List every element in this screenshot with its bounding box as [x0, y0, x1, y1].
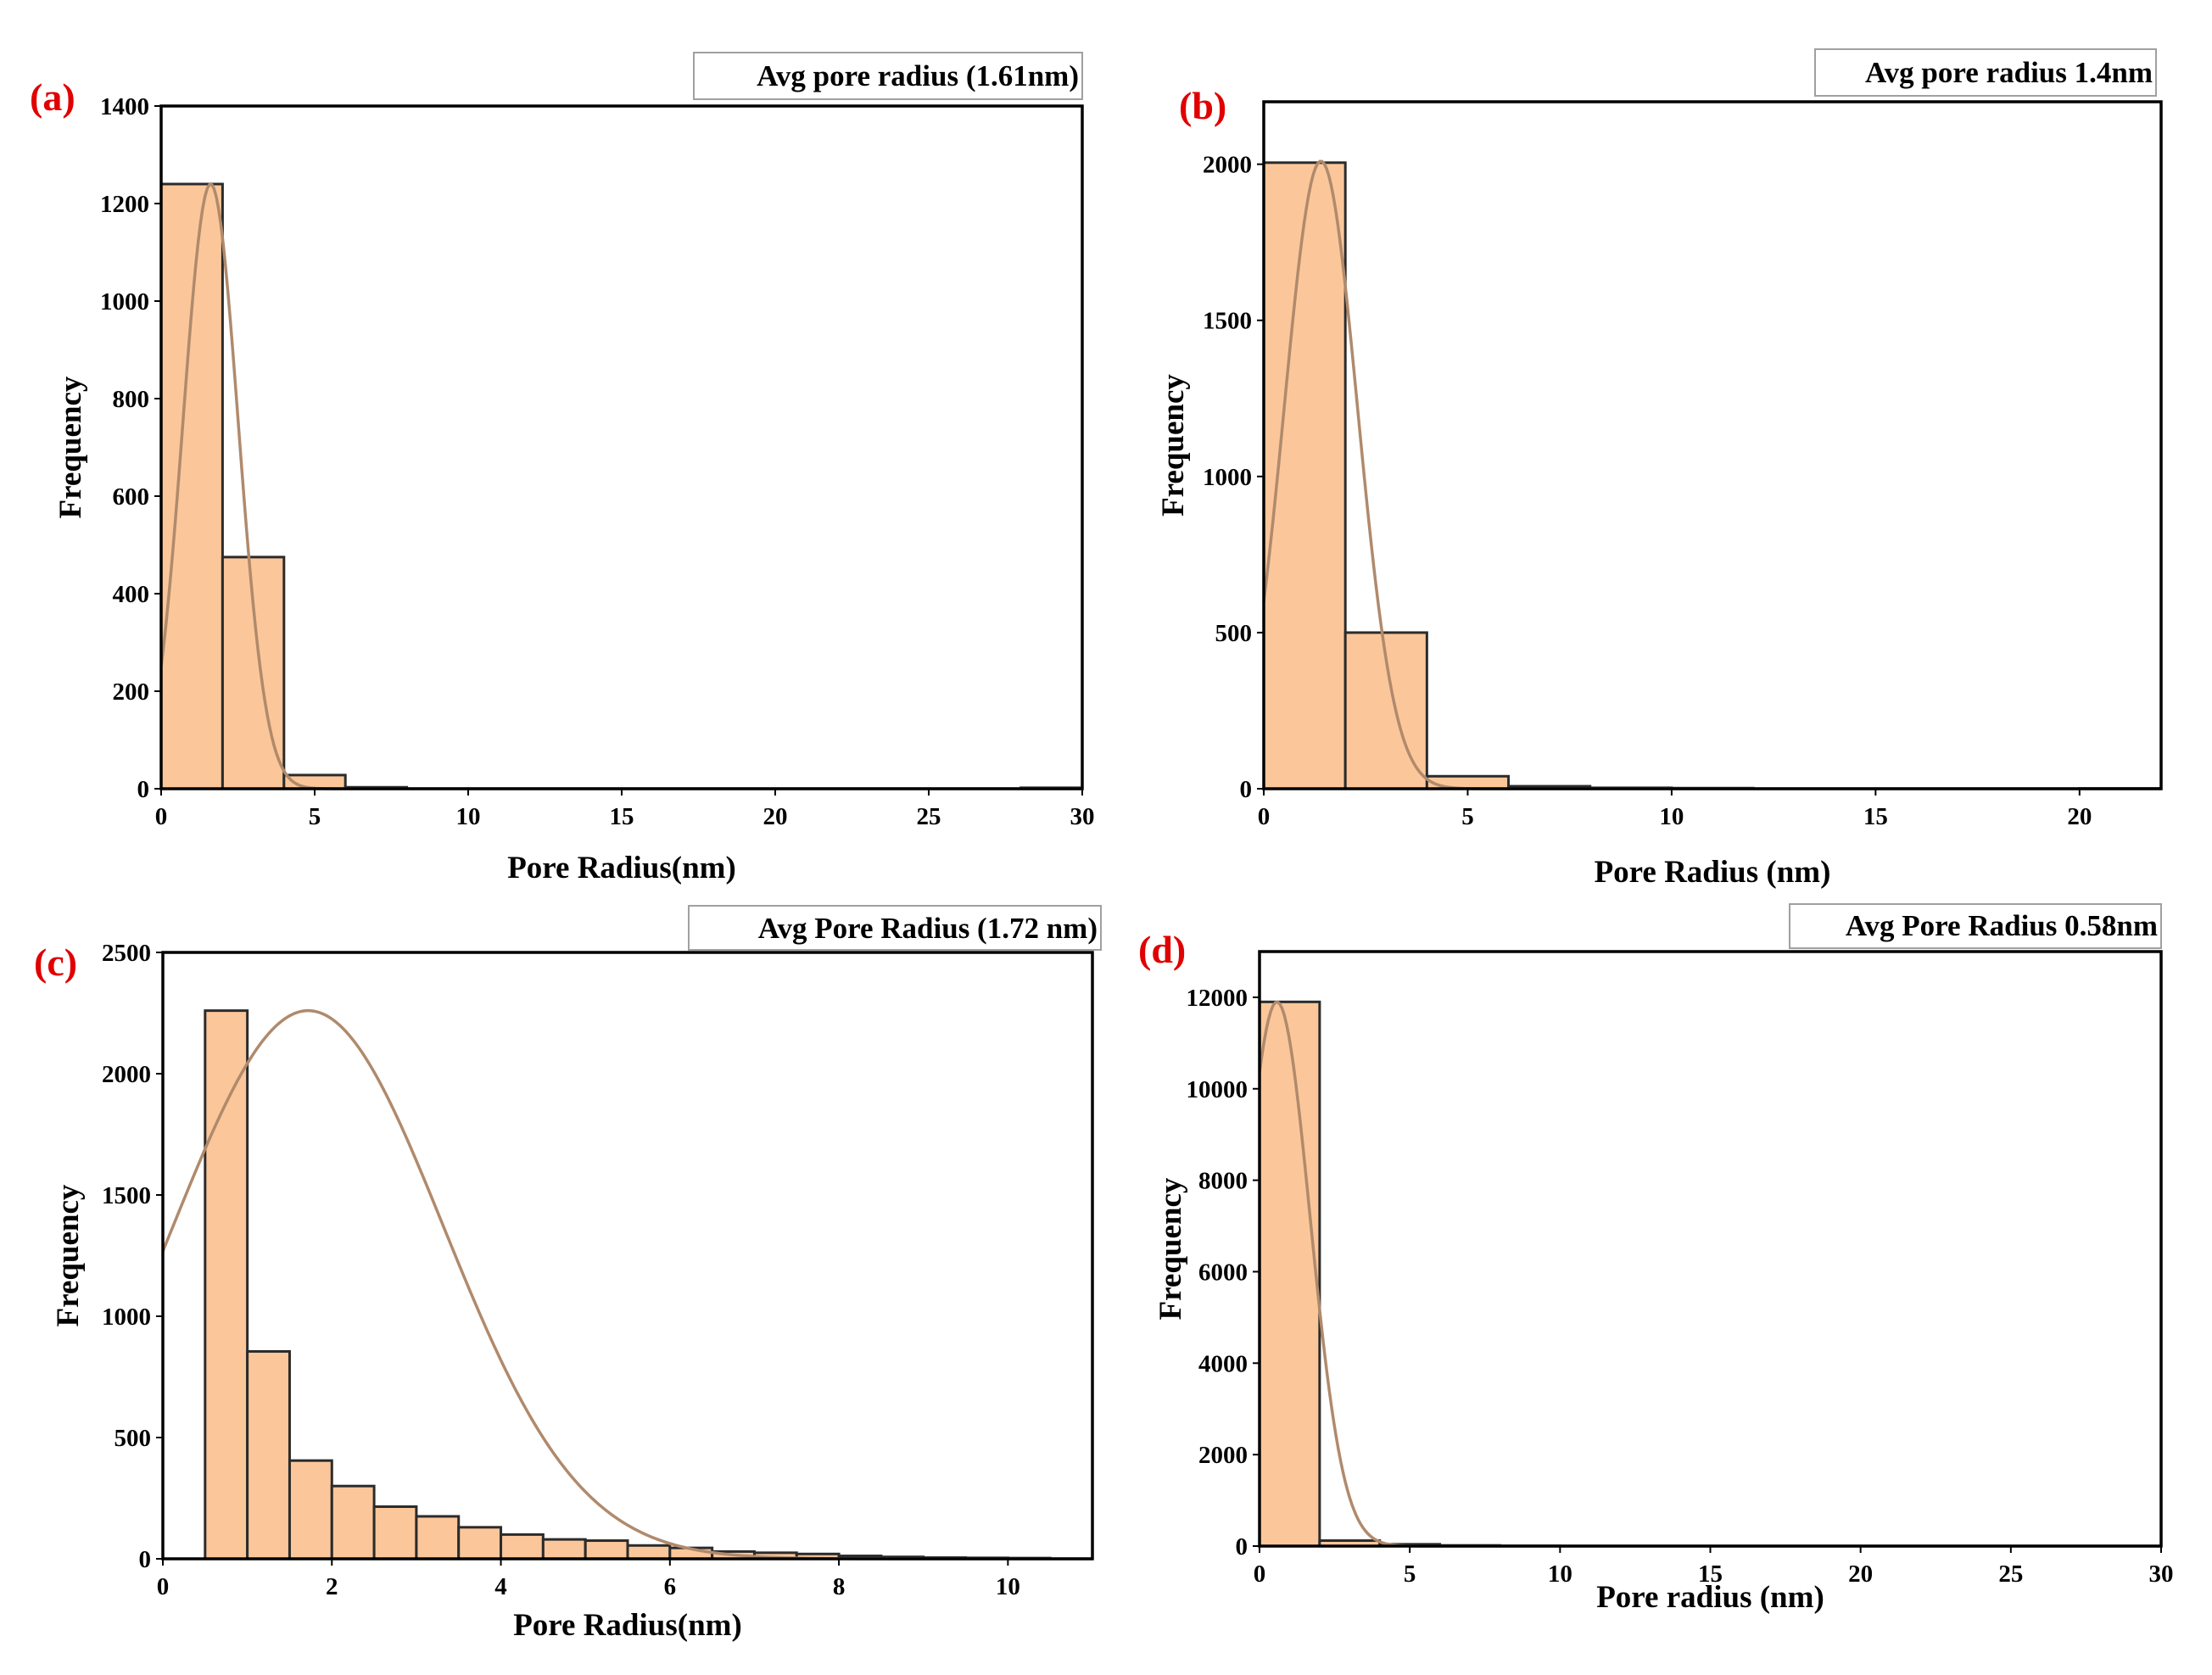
x-tick-label: 10: [996, 1573, 1020, 1600]
y-axis-label: Frequency: [1153, 1177, 1188, 1320]
y-tick-label: 6000: [1198, 1259, 1248, 1286]
x-tick-label: 8: [833, 1573, 846, 1600]
histogram-bar: [1258, 1000, 1321, 1548]
x-axis-label: Pore radius (nm): [1596, 1580, 1824, 1615]
x-tick-label: 15: [610, 803, 634, 830]
plot-frame: [161, 951, 1094, 1561]
fit-curve: [159, 182, 1082, 790]
histogram-bar: [372, 1505, 418, 1561]
y-tick-label: 800: [113, 386, 150, 413]
avg-radius-annotation: Avg Pore Radius (1.72 nm): [758, 912, 1098, 945]
x-tick-label: 5: [309, 803, 321, 830]
y-tick-label: 500: [1215, 620, 1253, 647]
x-axis-label: Pore Radius (nm): [1595, 855, 1831, 890]
y-tick-label: 10000: [1187, 1076, 1248, 1103]
y-tick-label: 8000: [1198, 1168, 1248, 1195]
x-axis-label: Pore Radius(nm): [513, 1608, 742, 1643]
x-tick-label: 30: [2149, 1561, 2174, 1588]
y-tick-label: 1400: [100, 93, 149, 120]
y-axis-label: Frequency: [51, 1184, 86, 1326]
y-tick-label: 600: [113, 483, 150, 511]
panel-label: (c): [34, 941, 77, 984]
x-tick-label: 15: [1698, 1561, 1723, 1588]
y-tick-label: 1500: [1203, 308, 1252, 335]
annotation-box: [688, 905, 1102, 951]
x-tick-label: 25: [917, 803, 941, 830]
histogram-bar: [204, 1009, 249, 1561]
x-tick-label: 15: [1863, 803, 1888, 830]
histogram-bar: [500, 1533, 545, 1561]
y-tick-label: 2500: [102, 940, 151, 967]
y-tick-label: 1000: [100, 288, 149, 315]
x-tick-label: 10: [1659, 803, 1684, 830]
annotation-box: [1789, 903, 2162, 949]
x-tick-label: 0: [1258, 803, 1271, 830]
histogram-bar: [626, 1544, 672, 1561]
panel-d: 0 5 10 15 20 25 30 0 2000 4000 6000 8000 10000 12000 P…: [1138, 903, 2174, 1615]
histogram-bar: [1425, 774, 1511, 790]
y-tick-label: 2000: [1203, 152, 1252, 179]
histogram-bar: [288, 1459, 333, 1561]
plot-frame: [1258, 950, 2163, 1548]
x-tick-label: 20: [763, 803, 788, 830]
x-tick-label: 30: [1070, 803, 1095, 830]
histogram-bar: [159, 182, 224, 790]
avg-radius-annotation: Avg Pore Radius 0.58nm: [1846, 909, 2158, 942]
y-tick-label: 1000: [1203, 464, 1252, 491]
y-tick-label: 500: [115, 1425, 152, 1452]
histogram-bar: [457, 1526, 503, 1561]
panel-b: 0 5 10 15 20 0 500 1000 1500 2000 Pore Radius (nm)…: [1156, 48, 2163, 890]
histogram-bar: [1262, 161, 1347, 790]
y-tick-label: 2000: [1198, 1442, 1248, 1469]
x-tick-label: 20: [2067, 803, 2092, 830]
avg-radius-annotation: Avg pore radius 1.4nm: [1865, 56, 2153, 89]
y-tick-label: 4000: [1198, 1350, 1248, 1377]
panel-a: 0 5 10 15 20 25 30 0 200 400 600 800 1000 1200 1400 Por…: [30, 52, 1095, 885]
y-tick-label: 2000: [102, 1061, 151, 1088]
x-axis-label: Pore Radius(nm): [507, 851, 736, 885]
y-tick-label: 200: [113, 678, 150, 706]
avg-radius-annotation: Avg pore radius (1.61nm): [757, 59, 1079, 92]
panel-c: 0 2 4 6 8 10 0 500 1000 1500 2000 2500 Pore Radius(n…: [34, 905, 1102, 1643]
y-tick-label: 0: [1240, 776, 1253, 803]
x-tick-label: 5: [1461, 803, 1474, 830]
x-tick-label: 0: [1254, 1561, 1266, 1588]
x-tick-label: 20: [1848, 1561, 1873, 1588]
histogram-bar: [415, 1515, 461, 1561]
y-tick-label: 1200: [100, 191, 149, 218]
histogram-bar: [246, 1349, 291, 1561]
histogram-bar: [330, 1484, 376, 1561]
plot-frame: [1262, 100, 2163, 790]
y-tick-label: 400: [113, 581, 150, 608]
y-tick-label: 1500: [102, 1182, 151, 1209]
y-axis-label: Frequency: [53, 376, 88, 518]
panel-label: (b): [1179, 84, 1226, 127]
y-tick-label: 0: [137, 776, 150, 803]
panel-label: (a): [30, 75, 75, 119]
x-tick-label: 10: [456, 803, 481, 830]
y-tick-label: 12000: [1187, 985, 1248, 1012]
plot-frame: [159, 104, 1084, 790]
x-tick-label: 6: [664, 1573, 677, 1600]
x-tick-label: 0: [157, 1573, 170, 1600]
annotation-box: [693, 52, 1083, 100]
x-tick-label: 2: [326, 1573, 338, 1600]
y-tick-label: 0: [139, 1546, 152, 1573]
x-tick-label: 0: [155, 803, 168, 830]
y-tick-label: 0: [1236, 1533, 1248, 1561]
x-tick-label: 10: [1548, 1561, 1572, 1588]
annotation-box: [1814, 48, 2157, 97]
fit-curve: [1258, 1000, 2161, 1548]
histogram-bar: [584, 1539, 629, 1561]
panel-label: (d): [1138, 928, 1186, 971]
x-tick-label: 4: [494, 1573, 507, 1600]
y-axis-label: Frequency: [1156, 374, 1191, 516]
y-tick-label: 1000: [102, 1304, 151, 1331]
histogram-bar: [541, 1538, 587, 1561]
x-tick-label: 5: [1404, 1561, 1416, 1588]
x-tick-label: 25: [1998, 1561, 2023, 1588]
